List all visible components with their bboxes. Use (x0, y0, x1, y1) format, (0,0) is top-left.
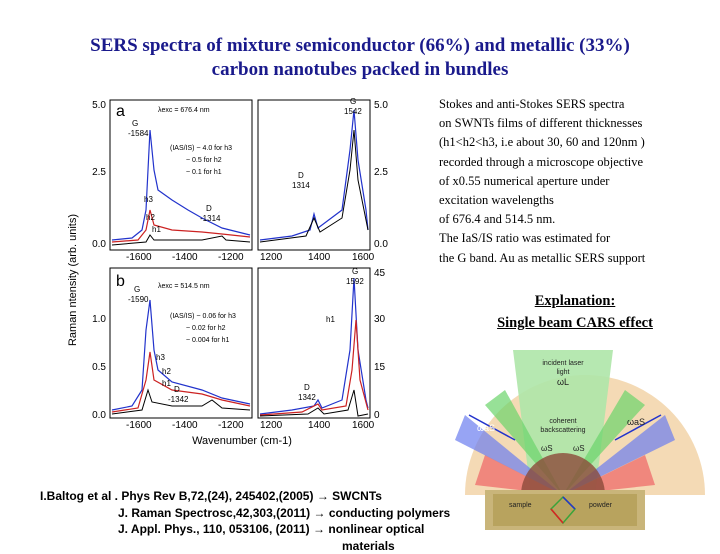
panel-a-peak-g-left-label: G (132, 119, 138, 128)
description-line-7: of 676.4 and 514.5 nm. (439, 210, 717, 229)
sers-spectra-figure: Raman ntensity (arb. units) a λexc = 676… (62, 90, 422, 460)
sample-label: sample (509, 502, 532, 509)
panel-a-peak-d-left-value: -1314 (200, 214, 221, 223)
description-line-5: of x0.55 numerical aperture under (439, 172, 717, 191)
panel-a-xtick-6: 1600 (352, 252, 375, 263)
cars-diagram: incident laser light ωL coherent backsca… (455, 345, 715, 535)
title-line-1: SERS spectra of mixture semiconductor (6… (0, 34, 720, 58)
description-line-6: excitation wavelengths (439, 191, 717, 210)
description-line-4: recorded through a microscope objective (439, 153, 717, 172)
panel-a-lambda: λexc = 676.4 nm (158, 107, 210, 114)
panel-a-peak-g-right-value: 1542 (344, 107, 362, 116)
panel-b-ytick-left-3: 0.0 (92, 410, 106, 421)
panel-b-ytick-right-2: 30 (374, 314, 386, 325)
panel-b-ytick-right-1: 45 (374, 268, 386, 279)
panel-b-xtick-6: 1600 (352, 420, 375, 431)
arrow-icon: → (313, 506, 325, 520)
panel-a-ytick-right-1: 5.0 (374, 100, 388, 111)
title-line-2: carbon nanotubes packed in bundles (0, 58, 720, 82)
panel-b-xtick-1: -1600 (126, 420, 152, 431)
panel-a-peak-d-right: D (298, 171, 304, 180)
panel-b-h3-label: h3 (156, 353, 165, 362)
coherent-label-2: backscattering (540, 427, 585, 434)
panel-b-xtick-2: -1400 (172, 420, 198, 431)
explanation-block: Explanation: Single beam CARS effect (430, 290, 720, 334)
panel-a-xtick-3: -1200 (218, 252, 244, 263)
panel-b-ratio-1: (IAS/IS) ~ 0.06 for h3 (170, 313, 236, 320)
panel-b-ytick-right-3: 15 (374, 362, 386, 373)
panel-a-xtick-4: 1200 (260, 252, 283, 263)
description-line-2: on SWNTs films of different thicknesses (439, 114, 717, 133)
panel-b-xtick-5: 1400 (308, 420, 331, 431)
panel-a-xtick-1: -1600 (126, 252, 152, 263)
panel-a-ytick-right-3: 0.0 (374, 239, 388, 250)
omega-as-right-label: ωaS (627, 417, 645, 427)
panel-a-ytick-left-3: 0.0 (92, 239, 106, 250)
panel-b-h1-label: h1 (162, 379, 171, 388)
reference-3: J. Appl. Phys., 110, 053106, (2011) → no… (118, 521, 424, 538)
panel-a-peak-d-left: D (206, 204, 212, 213)
panel-b-lambda: λexc = 514.5 nm (158, 283, 210, 290)
panel-b-peak-d-left-value: -1342 (168, 395, 189, 404)
explanation-subheading: Single beam CARS effect (430, 312, 720, 334)
panel-a-ratio-1: (IAS/IS) ~ 4.0 for h3 (170, 145, 232, 152)
figure-ylabel: Raman ntensity (arb. units) (67, 214, 79, 346)
panel-b-right-h1-label: h1 (326, 315, 335, 324)
panel-b-ytick-right-4: 0 (374, 410, 380, 421)
powder-label: powder (589, 502, 613, 509)
panel-b-peak-g-left-value: -1590 (128, 295, 149, 304)
omega-s-left-label: ωS (541, 444, 553, 453)
arrow-icon: → (313, 522, 325, 536)
panel-a-letter: a (116, 103, 125, 120)
panel-a-xtick-2: -1400 (172, 252, 198, 263)
panel-a-ytick-left-1: 5.0 (92, 100, 106, 111)
panel-a-xtick-5: 1400 (308, 252, 331, 263)
panel-a-peak-d-right-value: 1314 (292, 181, 310, 190)
panel-b-xtick-4: 1200 (260, 420, 283, 431)
description-text: Stokes and anti-Stokes SERS spectra on S… (439, 95, 717, 268)
panel-b-letter: b (116, 273, 125, 290)
panel-a-curve-h1-right (260, 130, 368, 242)
panel-a-peak-g-left: h3 (144, 195, 153, 204)
incident-label: incident laser (542, 360, 584, 367)
panel-a-h1-label: h1 (152, 225, 161, 234)
coherent-label: coherent (549, 418, 576, 425)
panel-a-ytick-right-2: 2.5 (374, 167, 388, 178)
incident-label-2: light (557, 369, 570, 376)
panel-a-h2-label: h2 (146, 213, 155, 222)
panel-b-peak-d-right-value: 1342 (298, 393, 316, 402)
panel-a-curve-h3-right (260, 110, 368, 240)
reference-1: I.Baltog et al . Phys Rev B,72,(24), 245… (40, 488, 382, 505)
panel-b: b λexc = 514.5 nm (IAS/IS) ~ 0.06 for h3… (92, 267, 385, 421)
omega-l-label: ωL (557, 377, 569, 387)
panel-b-peak-d-right: D (304, 383, 310, 392)
panel-b-peak-g-right-value: 1592 (346, 277, 364, 286)
panel-b-ratio-3: ~ 0.004 for h1 (186, 337, 230, 344)
panel-b-ratio-2: ~ 0.02 for h2 (186, 325, 226, 332)
panel-b-peak-g-right: G (352, 267, 358, 276)
panel-a: a λexc = 676.4 nm (IAS/IS) ~ 4.0 for h3 … (92, 97, 388, 250)
panel-a-ytick-left-2: 2.5 (92, 167, 106, 178)
panel-a-ratio-3: ~ 0.1 for h1 (186, 169, 222, 176)
slide-title: SERS spectra of mixture semiconductor (6… (0, 34, 720, 82)
panel-b-peak-d-left: D (174, 385, 180, 394)
panel-a-peak-g-left-value: -1584 (128, 129, 149, 138)
panel-b-xtick-3: -1200 (218, 420, 244, 431)
description-line-3: (h1<h2<h3, i.e about 30, 60 and 120nm ) (439, 133, 717, 152)
explanation-heading: Explanation: (430, 290, 720, 312)
panel-b-h2-label: h2 (162, 367, 171, 376)
omega-s-right-label: ωS (573, 444, 585, 453)
figure-xlabel: Wavenumber (cm-1) (192, 435, 292, 447)
description-line-1: Stokes and anti-Stokes SERS spectra (439, 95, 717, 114)
reference-2: J. Raman Spectrosc,42,303,(2011) → condu… (118, 505, 450, 522)
panel-a-ratio-2: ~ 0.5 for h2 (186, 157, 222, 164)
omega-as-left-label: ωaS (477, 423, 495, 433)
description-line-9: the G band. Au as metallic SERS support (439, 249, 717, 268)
arrow-icon: → (317, 489, 329, 503)
panel-a-peak-g-right: G (350, 97, 356, 106)
panel-b-peak-g-left: G (134, 285, 140, 294)
panel-b-ytick-left-2: 0.5 (92, 362, 106, 373)
panel-b-ytick-left-1: 1.0 (92, 314, 106, 325)
description-line-8: The IaS/IS ratio was estimated for (439, 229, 717, 248)
